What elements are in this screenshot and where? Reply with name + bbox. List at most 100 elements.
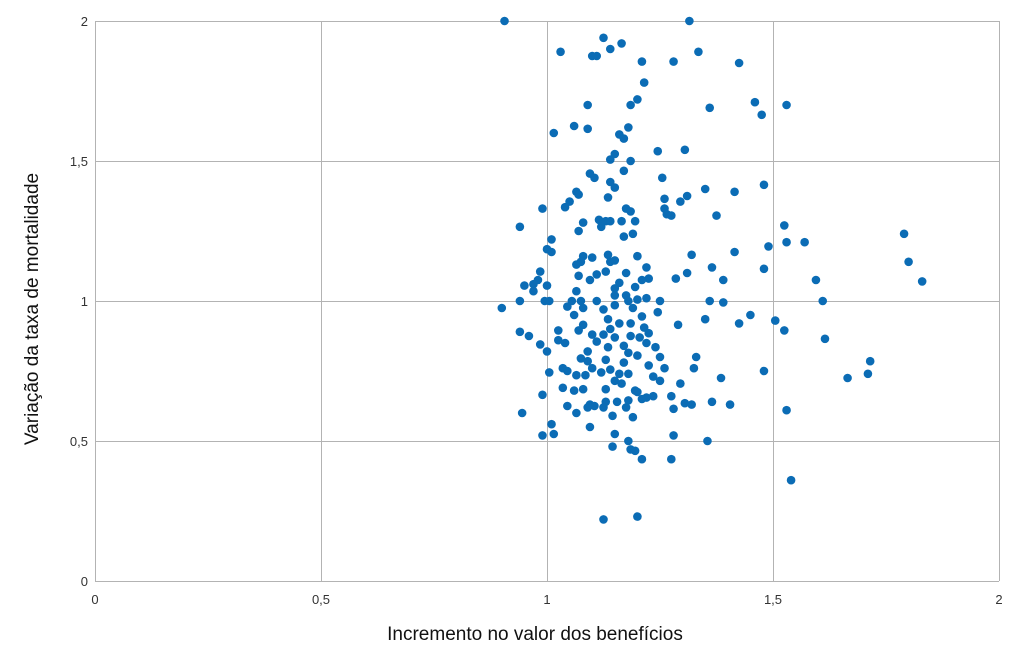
data-point (574, 271, 583, 281)
data-point (669, 404, 678, 414)
data-point (863, 369, 873, 379)
data-point (782, 237, 791, 247)
data-point (497, 303, 507, 313)
data-point (786, 475, 796, 485)
data-point (603, 193, 613, 202)
data-point (655, 376, 665, 386)
data-point (633, 295, 642, 304)
data-point (529, 286, 538, 296)
data-point (608, 411, 617, 421)
data-point (637, 394, 647, 404)
data-point (596, 222, 606, 232)
data-point (621, 268, 631, 278)
data-point (782, 405, 791, 415)
data-point (549, 128, 559, 138)
data-point (759, 180, 769, 190)
data-point (547, 235, 556, 244)
data-point (558, 383, 568, 393)
data-point (563, 302, 572, 311)
data-point (811, 275, 821, 285)
data-point (637, 57, 647, 66)
data-point (617, 216, 626, 226)
data-point (691, 352, 701, 362)
data-point (626, 207, 635, 216)
data-point (660, 194, 669, 204)
data-point (538, 204, 547, 213)
data-point (619, 358, 629, 367)
data-point (594, 215, 604, 225)
y-tick-label: 2 (81, 14, 88, 29)
data-point (601, 267, 611, 276)
data-point (764, 242, 773, 251)
data-point (626, 100, 635, 110)
data-point (578, 384, 588, 394)
data-point (682, 268, 692, 278)
data-point (667, 391, 676, 401)
data-point (617, 39, 626, 48)
data-point (569, 310, 579, 320)
data-point (578, 218, 588, 227)
data-point (673, 320, 683, 330)
data-point (648, 391, 658, 401)
data-point (637, 275, 647, 285)
data-point (818, 296, 828, 306)
data-point (707, 397, 717, 407)
data-point (700, 184, 710, 194)
data-point (563, 366, 572, 376)
data-point (610, 300, 620, 310)
data-point (734, 58, 744, 68)
data-point (820, 334, 830, 344)
data-point (608, 442, 617, 451)
data-point (624, 396, 633, 405)
data-point (554, 326, 563, 335)
data-point (599, 305, 608, 314)
data-point (633, 95, 642, 104)
data-point (569, 386, 579, 395)
data-point (667, 454, 676, 464)
data-point (759, 366, 769, 376)
grid-layer (95, 21, 1000, 582)
data-point (655, 296, 665, 306)
data-point (583, 356, 592, 366)
data-point (628, 303, 638, 313)
data-point (542, 281, 552, 290)
data-point (628, 229, 638, 239)
data-point (585, 275, 595, 285)
data-point (581, 370, 590, 380)
data-point (529, 279, 538, 289)
y-tick-label: 1,5 (70, 154, 88, 169)
data-point (610, 376, 620, 386)
data-point (689, 363, 699, 373)
data-point (782, 100, 791, 110)
data-point (610, 256, 620, 265)
data-point (596, 368, 606, 377)
data-point (626, 156, 635, 166)
data-point (605, 216, 615, 226)
data-point (657, 173, 667, 183)
data-point (705, 296, 715, 306)
y-tick-label: 1 (81, 294, 88, 309)
data-point (524, 331, 534, 341)
data-point (538, 390, 547, 400)
data-point (635, 333, 644, 342)
data-point (669, 431, 678, 440)
data-point (590, 401, 599, 411)
data-point (515, 222, 525, 232)
data-point (630, 282, 640, 292)
data-point (542, 347, 552, 356)
data-point (626, 331, 635, 341)
data-point (655, 352, 665, 362)
data-point (605, 324, 615, 334)
data-point (619, 166, 629, 176)
data-point (624, 348, 633, 358)
data-point (592, 270, 602, 279)
data-point (707, 263, 717, 272)
data-point (624, 436, 633, 446)
data-point (583, 100, 592, 110)
data-point (687, 400, 696, 409)
data-point (694, 47, 703, 57)
data-point (700, 314, 710, 324)
data-point (680, 145, 690, 155)
data-point (574, 190, 583, 199)
